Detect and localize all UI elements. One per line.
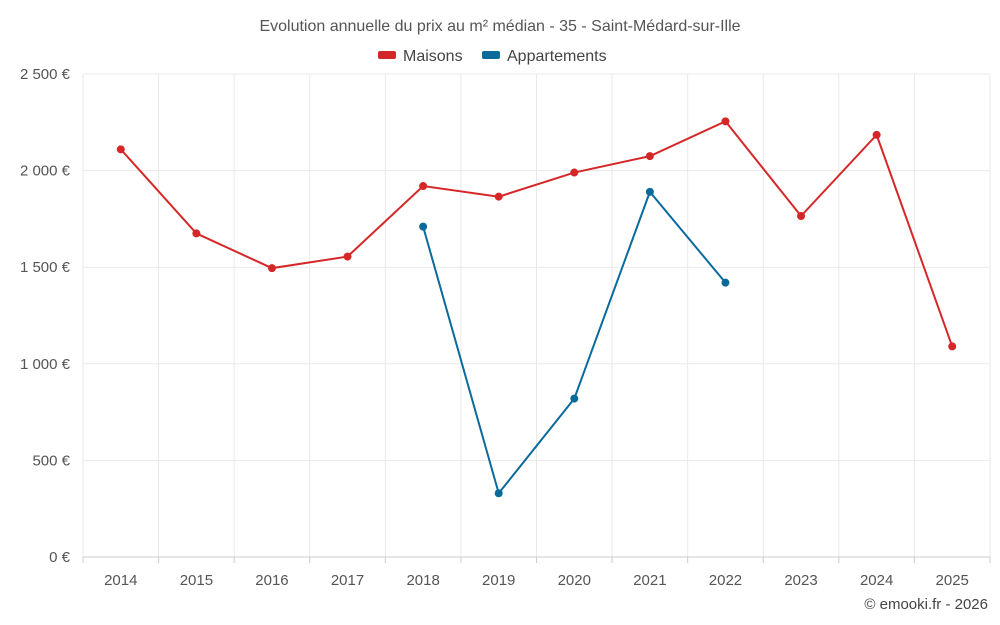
x-tick-label-2019: 2019: [482, 572, 515, 589]
data-point-maisons-2017[interactable]: [343, 252, 352, 261]
axes: [82, 556, 991, 563]
data-point-maisons-2022[interactable]: [721, 117, 730, 126]
series: [116, 117, 957, 498]
y-tick-label-2000: 2 000 €: [20, 163, 71, 180]
legend-item-appartements[interactable]: Appartements: [482, 48, 607, 65]
data-point-appartements-2019[interactable]: [494, 489, 503, 498]
legend-label-maisons: Maisons: [403, 48, 463, 65]
legend: Maisons Appartements: [378, 48, 607, 65]
series-line-maisons: [120, 120, 954, 347]
x-tick-label-2015: 2015: [180, 572, 213, 589]
data-point-appartements-2021[interactable]: [645, 187, 654, 196]
data-point-maisons-2014[interactable]: [116, 145, 125, 154]
x-tick-label-2017: 2017: [331, 572, 364, 589]
x-tick-label-2016: 2016: [255, 572, 288, 589]
data-point-maisons-2019[interactable]: [494, 192, 503, 201]
data-point-maisons-2016[interactable]: [267, 264, 276, 273]
data-point-maisons-2024[interactable]: [872, 130, 881, 139]
data-point-maisons-2020[interactable]: [570, 168, 579, 177]
legend-item-maisons[interactable]: Maisons: [378, 48, 463, 65]
data-point-maisons-2018[interactable]: [419, 182, 428, 191]
legend-label-appartements: Appartements: [507, 48, 607, 65]
y-axis-tick-labels: 0 € 500 € 1 000 € 1 500 € 2 000 € 2 500 €: [20, 66, 71, 566]
credit-text: © emooki.fr - 2026: [864, 596, 988, 613]
y-tick-label-1500: 1 500 €: [20, 259, 71, 276]
x-tick-label-2023: 2023: [784, 572, 817, 589]
x-tick-label-2021: 2021: [633, 572, 666, 589]
legend-swatch-maisons: [378, 51, 396, 59]
data-point-appartements-2018[interactable]: [419, 222, 428, 231]
data-point-maisons-2021[interactable]: [645, 152, 654, 161]
x-tick-label-2014: 2014: [104, 572, 137, 589]
y-tick-label-1000: 1 000 €: [20, 356, 71, 373]
chart-title: Evolution annuelle du prix au m² médian …: [259, 18, 740, 35]
grid: [82, 73, 991, 558]
series-line-appartements: [422, 189, 727, 496]
data-point-appartements-2022[interactable]: [721, 278, 730, 287]
y-tick-label-0: 0 €: [49, 549, 71, 566]
y-tick-label-500: 500 €: [32, 452, 70, 469]
data-point-appartements-2020[interactable]: [570, 394, 579, 403]
data-point-maisons-2023[interactable]: [797, 212, 806, 221]
legend-swatch-appartements: [482, 51, 500, 59]
data-point-maisons-2025[interactable]: [948, 342, 957, 351]
x-tick-label-2025: 2025: [936, 572, 969, 589]
x-tick-label-2022: 2022: [709, 572, 742, 589]
x-tick-label-2024: 2024: [860, 572, 893, 589]
x-axis-tick-labels: 2014 2015 2016 2017 2018 2019 2020 2021 2022 2023…: [104, 572, 969, 589]
data-point-maisons-2015[interactable]: [192, 229, 201, 238]
x-tick-label-2018: 2018: [406, 572, 439, 589]
y-tick-label-2500: 2 500 €: [20, 66, 71, 83]
x-tick-label-2020: 2020: [558, 572, 591, 589]
